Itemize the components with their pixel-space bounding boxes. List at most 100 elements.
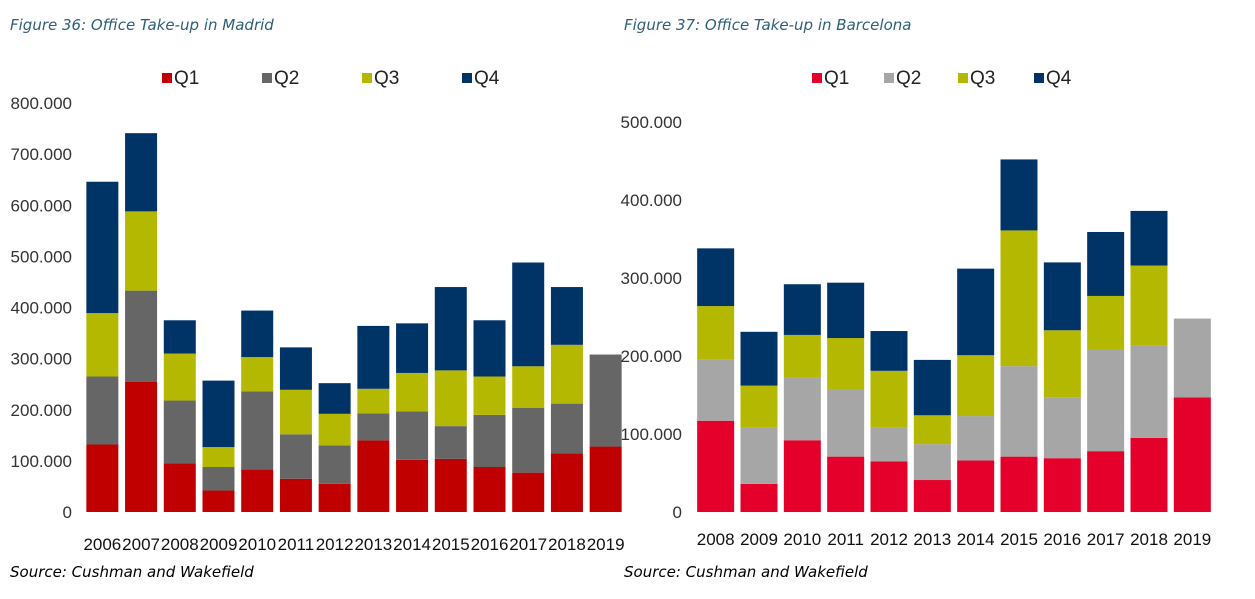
y-tick-label: 200.000 bbox=[11, 401, 72, 420]
bar-q1-2015 bbox=[434, 458, 467, 512]
legend-swatch-q2 bbox=[884, 73, 894, 83]
bar-q4-2018 bbox=[1130, 210, 1168, 266]
bar-q1-2018 bbox=[550, 453, 583, 512]
bar-q3-2018 bbox=[1130, 265, 1168, 346]
y-tick-label: 300.000 bbox=[11, 350, 72, 369]
x-tick-label: 2019 bbox=[587, 535, 625, 554]
bar-q1-2012 bbox=[318, 483, 351, 512]
bar-q1-2016 bbox=[1043, 458, 1081, 512]
bar-q1-2010 bbox=[241, 469, 274, 512]
bar-q3-2013 bbox=[913, 415, 951, 445]
legend-swatch-q2 bbox=[262, 73, 272, 83]
bar-q4-2012 bbox=[870, 331, 908, 371]
x-tick-label: 2009 bbox=[740, 530, 778, 549]
bar-q4-2008 bbox=[163, 320, 196, 354]
bar-q2-2011 bbox=[279, 434, 312, 479]
bar-q2-2018 bbox=[1130, 345, 1168, 438]
bar-q2-2010 bbox=[241, 391, 274, 470]
bar-q2-2009 bbox=[202, 467, 235, 491]
bar-q3-2014 bbox=[396, 372, 429, 412]
y-tick-label: 500.000 bbox=[621, 113, 682, 132]
barcelona-chart-source: Source: Cushman and Wakefield bbox=[624, 563, 868, 581]
bar-q1-2019 bbox=[589, 446, 622, 512]
bar-q4-2006 bbox=[86, 181, 119, 314]
y-tick-label: 700.000 bbox=[11, 145, 72, 164]
bar-q4-2009 bbox=[740, 331, 778, 386]
bar-q2-2006 bbox=[86, 376, 119, 445]
bar-q4-2014 bbox=[396, 323, 429, 373]
bar-q4-2015 bbox=[1000, 159, 1038, 231]
x-tick-label: 2018 bbox=[548, 535, 586, 554]
bar-q3-2012 bbox=[318, 413, 351, 446]
bar-q1-2009 bbox=[202, 490, 235, 512]
bar-q3-2008 bbox=[163, 353, 196, 401]
y-tick-label: 600.000 bbox=[11, 196, 72, 215]
bar-q2-2018 bbox=[550, 403, 583, 454]
x-tick-label: 2006 bbox=[83, 535, 121, 554]
bar-q3-2011 bbox=[279, 389, 312, 435]
x-tick-label: 2011 bbox=[827, 530, 864, 549]
legend-swatch-q3 bbox=[362, 73, 372, 83]
bar-q1-2012 bbox=[870, 461, 908, 512]
x-tick-label: 2011 bbox=[278, 535, 315, 554]
x-tick-label: 2008 bbox=[161, 535, 199, 554]
barcelona-chart-title: Figure 37: Office Take-up in Barcelona bbox=[624, 16, 912, 34]
bar-q2-2013 bbox=[357, 413, 390, 441]
y-tick-label: 0 bbox=[63, 503, 72, 522]
bar-q1-2011 bbox=[827, 456, 865, 512]
bar-q1-2015 bbox=[1000, 456, 1038, 512]
bar-q1-2019 bbox=[1173, 397, 1211, 512]
bar-q2-2014 bbox=[396, 411, 429, 460]
bar-q3-2006 bbox=[86, 313, 119, 377]
bar-q4-2013 bbox=[357, 325, 390, 389]
bar-q4-2011 bbox=[827, 282, 865, 339]
bar-q4-2017 bbox=[512, 262, 545, 367]
bar-q1-2009 bbox=[740, 483, 778, 512]
bar-q4-2008 bbox=[697, 248, 735, 307]
x-tick-label: 2015 bbox=[432, 535, 470, 554]
x-tick-label: 2007 bbox=[122, 535, 160, 554]
x-tick-label: 2009 bbox=[200, 535, 238, 554]
y-tick-label: 800.000 bbox=[11, 94, 72, 113]
y-tick-label: 100.000 bbox=[11, 452, 72, 471]
x-tick-label: 2012 bbox=[870, 530, 908, 549]
bar-q2-2016 bbox=[473, 414, 506, 468]
bar-q2-2012 bbox=[318, 445, 351, 484]
bar-q2-2013 bbox=[913, 444, 951, 481]
bar-q4-2014 bbox=[957, 268, 995, 356]
x-tick-label: 2010 bbox=[238, 535, 276, 554]
y-tick-label: 0 bbox=[673, 503, 682, 522]
bar-q1-2018 bbox=[1130, 437, 1168, 512]
bar-q2-2014 bbox=[957, 416, 995, 461]
bar-q3-2016 bbox=[473, 376, 506, 415]
y-tick-label: 500.000 bbox=[11, 247, 72, 266]
bar-q3-2015 bbox=[434, 370, 467, 427]
legend-swatch-q1 bbox=[162, 73, 172, 83]
legend-swatch-q1 bbox=[812, 73, 822, 83]
barcelona-take-up-chart: 0 100.000 200.000 300.000 400.000 500.000 2008… bbox=[621, 68, 1212, 549]
legend-label-q3: Q3 bbox=[970, 68, 995, 89]
bar-q1-2007 bbox=[125, 381, 158, 512]
bar-q1-2017 bbox=[512, 472, 545, 512]
bar-q3-2017 bbox=[512, 366, 545, 408]
bar-q4-2007 bbox=[125, 133, 158, 212]
x-tick-label: 2017 bbox=[509, 535, 547, 554]
legend-swatch-q4 bbox=[1034, 73, 1044, 83]
bar-q4-2013 bbox=[913, 359, 951, 416]
bar-q1-2008 bbox=[697, 420, 735, 512]
bar-q2-2010 bbox=[783, 377, 821, 441]
bar-q1-2010 bbox=[783, 440, 821, 512]
bar-q4-2009 bbox=[202, 380, 235, 448]
legend-label-q4: Q4 bbox=[474, 68, 500, 89]
bar-q3-2015 bbox=[1000, 230, 1038, 367]
legend-swatch-q4 bbox=[462, 73, 472, 83]
x-tick-label: 2010 bbox=[783, 530, 821, 549]
madrid-chart-source: Source: Cushman and Wakefield bbox=[10, 563, 254, 581]
bar-q3-2007 bbox=[125, 211, 158, 291]
madrid-take-up-chart: 0 100.000 200.000 300.000 400.000 500.000 600.… bbox=[11, 68, 625, 554]
bar-q1-2016 bbox=[473, 467, 506, 512]
bar-q3-2012 bbox=[870, 370, 908, 428]
bar-q1-2017 bbox=[1087, 451, 1125, 512]
bar-q3-2018 bbox=[550, 344, 583, 404]
bar-q2-2007 bbox=[125, 290, 158, 382]
